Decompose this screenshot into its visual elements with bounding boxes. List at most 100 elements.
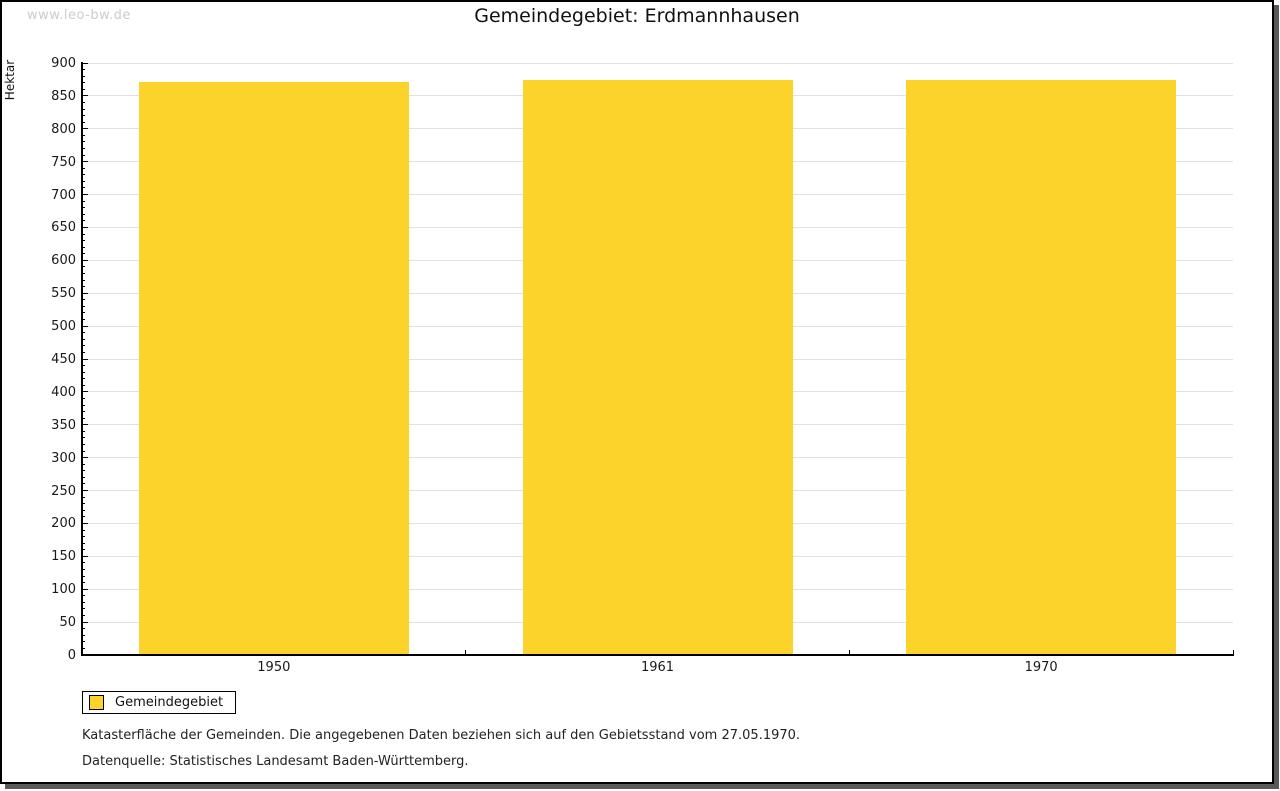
plot-area: 0 50 100 150 200 250 300 350 400 450 500 550 600 650 7… <box>2 2 1272 782</box>
y-axis-tick <box>82 338 85 340</box>
y-axis-tick <box>82 161 88 163</box>
y-axis-tick <box>82 404 85 406</box>
watermark: www.leo-bw.de <box>27 8 131 23</box>
y-tick-label: 0 <box>67 648 76 663</box>
y-axis-tick <box>82 134 85 136</box>
y-axis-tick <box>82 529 85 531</box>
y-axis-tick <box>82 549 85 551</box>
y-axis-tick <box>82 299 85 301</box>
y-axis-tick <box>82 430 85 432</box>
y-axis-tick <box>82 476 85 478</box>
y-axis-tick <box>82 75 85 77</box>
y-axis-tick <box>82 555 88 557</box>
legend-swatch <box>89 695 104 710</box>
y-axis-tick <box>82 154 85 156</box>
y-axis-tick <box>82 82 85 84</box>
y-axis-tick <box>82 292 88 294</box>
y-axis-tick <box>82 450 85 452</box>
y-axis-tick <box>82 167 85 169</box>
y-tick-label: 850 <box>51 88 76 104</box>
y-axis-tick <box>82 345 85 347</box>
y-axis-tick <box>82 365 85 367</box>
y-axis-tick <box>82 391 88 393</box>
x-axis-tick <box>848 650 850 655</box>
y-axis-tick <box>82 647 85 649</box>
bar-1961 <box>522 80 793 655</box>
y-axis-tick <box>82 266 85 268</box>
y-axis-tick <box>82 417 85 419</box>
y-tick-label: 900 <box>51 56 76 71</box>
y-axis-tick <box>82 62 88 64</box>
y-axis-tick <box>82 411 85 413</box>
y-axis-tick <box>82 634 85 636</box>
y-axis-tick <box>82 207 85 209</box>
y-axis-tick <box>82 148 85 149</box>
y-axis-tick <box>82 424 88 426</box>
y-tick-label: 450 <box>51 352 76 367</box>
y-tick-label: 550 <box>51 286 76 302</box>
y-axis-tick <box>82 213 85 215</box>
y-axis-tick <box>82 279 85 281</box>
y-axis-tick <box>82 397 85 399</box>
y-axis-tick <box>82 490 88 492</box>
x-tick-label: 1961 <box>640 660 675 675</box>
y-axis-tick <box>82 233 85 235</box>
y-axis-tick <box>82 180 85 182</box>
y-axis-tick <box>82 542 85 544</box>
y-axis-tick <box>82 457 88 459</box>
y-axis-tick <box>82 95 88 97</box>
y-tick-label: 400 <box>51 384 76 400</box>
y-axis-tick <box>82 246 85 248</box>
chart-title: Gemeindegebiet: Erdmannhausen <box>474 5 800 27</box>
y-axis-tick <box>82 286 85 288</box>
y-axis-tick <box>82 378 85 380</box>
y-axis-tick <box>82 588 88 590</box>
y-axis-tick <box>82 615 85 617</box>
y-axis-tick <box>82 332 85 334</box>
y-axis-tick <box>82 628 85 630</box>
y-axis-line <box>81 62 83 656</box>
y-tick-label: 700 <box>51 187 76 203</box>
y-axis-tick <box>82 259 88 261</box>
y-axis-tick <box>82 384 85 386</box>
y-axis-tick <box>82 200 85 202</box>
y-axis-tick <box>82 496 85 498</box>
y-tick-label: 800 <box>51 121 76 137</box>
legend: Gemeindegebiet <box>82 691 237 714</box>
x-tick-label: 1970 <box>1024 660 1058 675</box>
y-axis-tick <box>82 312 85 314</box>
y-tick-label: 350 <box>51 417 76 433</box>
y-axis-tick <box>82 141 85 143</box>
y-axis-tick <box>82 319 85 321</box>
x-axis-tick <box>465 650 467 655</box>
y-axis-tick <box>82 115 85 117</box>
bar-1950 <box>138 82 409 655</box>
y-axis-tick <box>82 226 88 228</box>
y-tick-label: 150 <box>51 549 76 565</box>
y-axis-tick <box>82 601 85 603</box>
y-axis-tick <box>82 121 85 123</box>
bar-1970 <box>906 80 1177 655</box>
y-axis-tick <box>82 608 85 610</box>
y-axis-tick <box>82 69 85 71</box>
y-axis-tick <box>82 305 85 307</box>
y-axis-tick <box>82 437 85 439</box>
y-axis-tick <box>82 101 85 103</box>
y-axis-tick <box>82 325 88 327</box>
y-axis-tick <box>82 621 88 623</box>
y-axis-tick <box>82 536 85 538</box>
y-tick-label: 600 <box>51 253 76 269</box>
y-axis-tick <box>82 444 85 445</box>
y-axis-tick <box>82 516 85 518</box>
y-axis-tick <box>82 582 85 584</box>
gridline <box>82 62 1233 64</box>
y-tick-label: 500 <box>51 319 76 335</box>
y-axis-tick <box>82 272 85 274</box>
y-tick-label: 250 <box>51 483 76 499</box>
y-axis-tick <box>82 220 85 222</box>
y-axis-tick <box>82 187 85 189</box>
y-axis-tick <box>82 128 88 130</box>
y-tick-label: 650 <box>51 220 76 236</box>
y-axis-tick <box>82 470 85 472</box>
